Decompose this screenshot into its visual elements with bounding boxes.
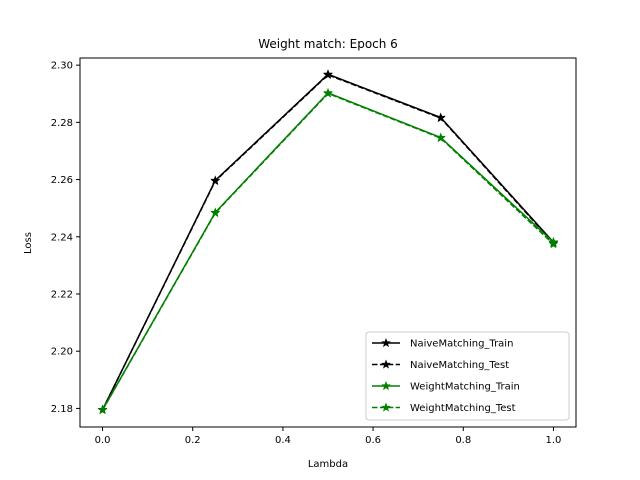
legend-item: WeightMatching_Test [372, 402, 516, 414]
series-WeightMatching_Test [97, 88, 559, 415]
legend-marker-star [381, 380, 391, 391]
legend-item: WeightMatching_Train [372, 380, 520, 393]
x-tick-label: 0.2 [185, 435, 201, 446]
plot-frame [79, 57, 577, 428]
data-point-star [435, 113, 446, 123]
x-tick-label: 0.8 [455, 435, 471, 446]
x-tick-label: 0.0 [95, 435, 111, 446]
data-point-star [323, 88, 333, 98]
legend-marker-star [381, 359, 391, 369]
y-tick-label: 2.28 [51, 118, 73, 129]
y-tick-label: 2.18 [51, 404, 73, 415]
data-point-star [323, 69, 333, 79]
legend-item: NaiveMatching_Test [372, 359, 509, 371]
chart-title: Weight match: Epoch 6 [258, 37, 398, 51]
legend-label: NaiveMatching_Train [410, 339, 513, 350]
data-point-star [97, 405, 108, 415]
data-point-star [435, 133, 446, 143]
legend-box [365, 331, 570, 421]
data-point-star [210, 175, 221, 186]
y-tick-label: 2.24 [51, 232, 73, 243]
x-axis-label: Lambda [308, 459, 348, 470]
legend-marker-star [381, 337, 391, 348]
y-tick-label: 2.30 [51, 61, 73, 72]
series-line [101, 74, 555, 411]
legend-item: NaiveMatching_Train [372, 337, 513, 350]
legend: NaiveMatching_Train NaiveMatching_Test Wei… [365, 331, 570, 421]
x-axis: 0.0 0.2 0.4 0.6 0.8 1.0 [95, 427, 562, 446]
data-point-star [210, 207, 221, 218]
y-axis: 2.18 2.20 2.22 2.24 2.26 2.28 2.30 [51, 61, 80, 415]
y-tick-label: 2.20 [51, 347, 73, 358]
legend-label: NaiveMatching_Test [410, 360, 509, 371]
x-tick-label: 0.6 [365, 435, 381, 446]
x-tick-label: 0.4 [275, 435, 291, 446]
series-layer [97, 69, 559, 415]
legend-label: WeightMatching_Test [410, 403, 516, 414]
data-point-star [548, 239, 559, 249]
legend-marker-star [381, 402, 391, 412]
y-tick-label: 2.22 [51, 289, 73, 300]
x-tick-label: 1.0 [546, 435, 562, 446]
y-tick-label: 2.26 [51, 175, 73, 186]
legend-label: WeightMatching_Train [410, 382, 520, 393]
y-axis-label: Loss [23, 232, 34, 254]
